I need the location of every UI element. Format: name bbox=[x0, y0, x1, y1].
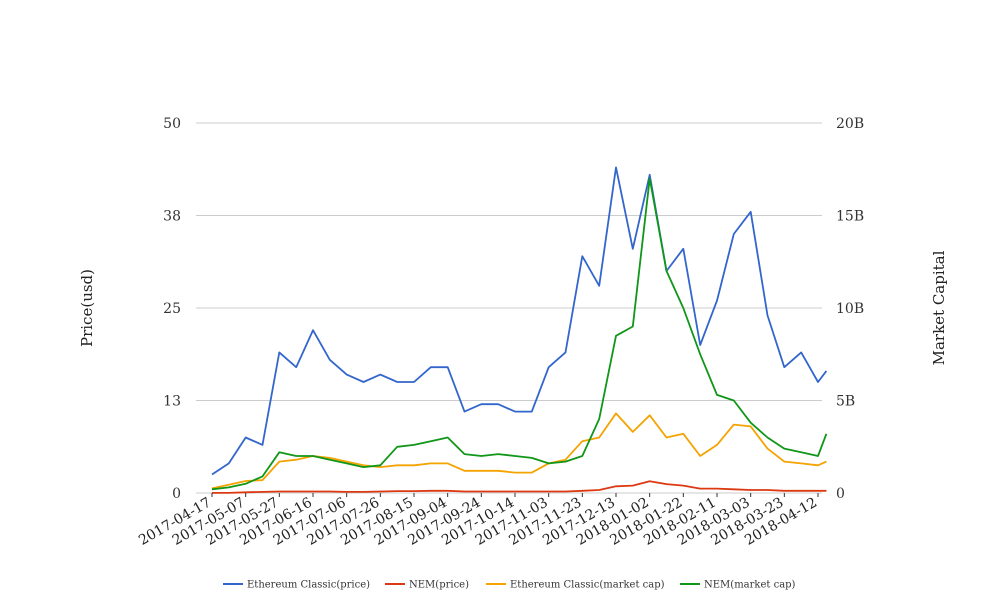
series-line-1 bbox=[212, 480, 827, 494]
y-left-tick-label: 25 bbox=[163, 301, 181, 317]
y-axis-left-title: Price(usd) bbox=[78, 269, 96, 347]
y-right-tick-label: 10B bbox=[836, 301, 864, 317]
series-line-2 bbox=[211, 412, 827, 490]
legend-label: NEM(price) bbox=[409, 580, 469, 591]
y-left-tick-label: 50 bbox=[163, 116, 181, 132]
series-lines bbox=[211, 166, 828, 494]
y-right-tick-label: 20B bbox=[836, 116, 864, 132]
series-line-3 bbox=[211, 177, 828, 491]
gridlines bbox=[196, 122, 822, 494]
legend-label: Ethereum Classic(price) bbox=[247, 580, 370, 591]
y-left-tick-label: 13 bbox=[163, 394, 181, 410]
legend: Ethereum Classic(price) NEM(price) Ethereu… bbox=[223, 580, 796, 591]
y-left-tick-label: 0 bbox=[172, 486, 181, 502]
y-right-tick-label: 0 bbox=[836, 486, 845, 502]
y-axis-right-title: Market Capital bbox=[930, 250, 948, 365]
legend-label: NEM(market cap) bbox=[704, 580, 796, 591]
series-line-0 bbox=[211, 166, 828, 476]
y-right-tick-label: 15B bbox=[836, 209, 864, 225]
y-left-tick-label: 38 bbox=[163, 209, 181, 225]
legend-label: Ethereum Classic(market cap) bbox=[510, 580, 665, 591]
y-right-tick-label: 5B bbox=[836, 394, 855, 410]
